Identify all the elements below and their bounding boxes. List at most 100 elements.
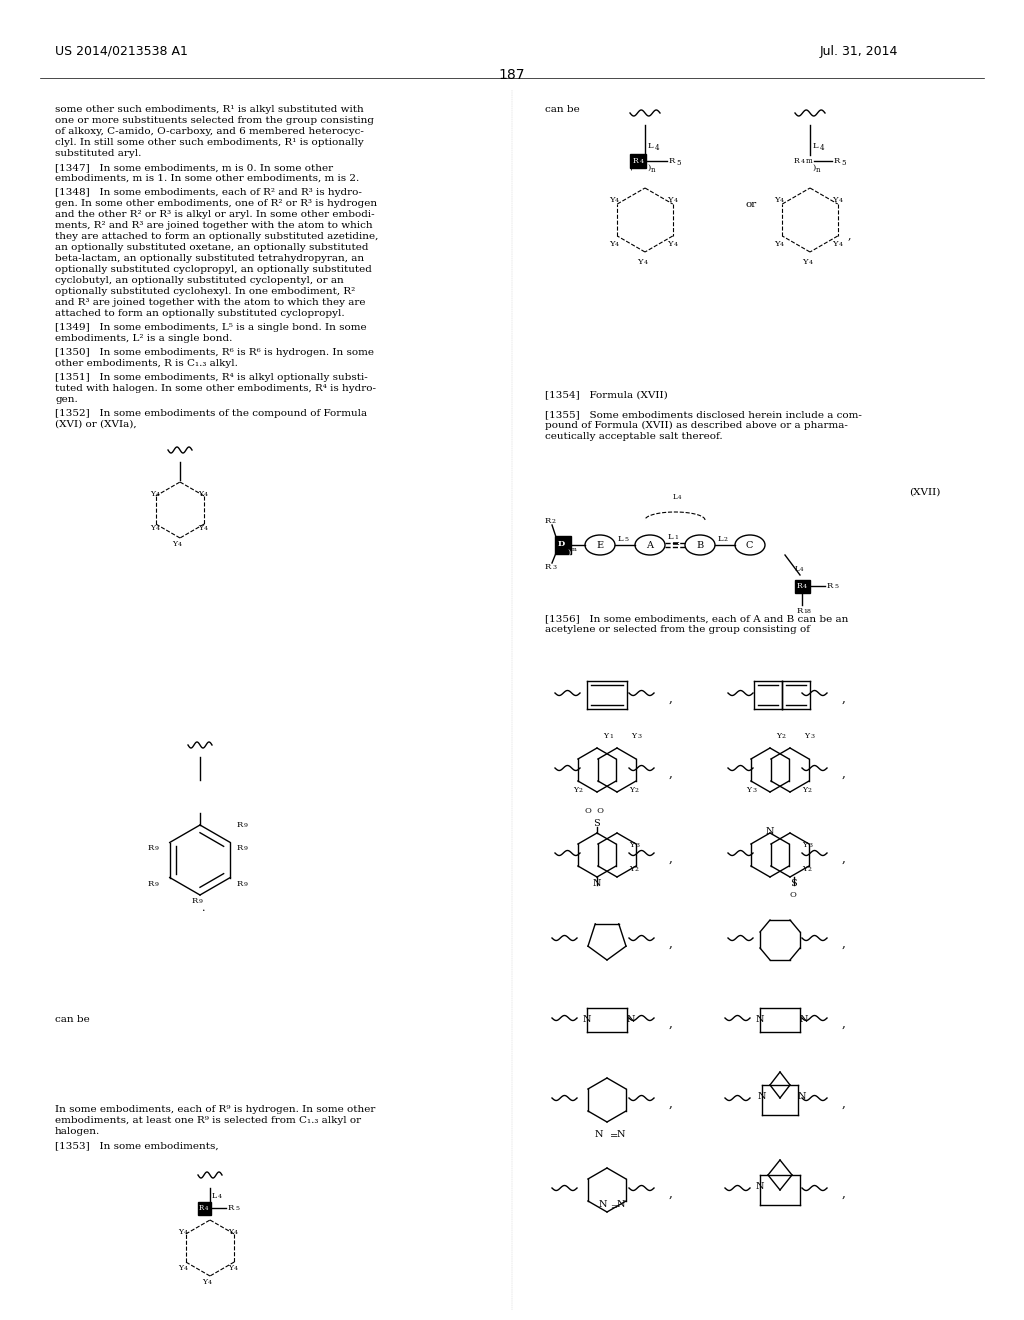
- Text: clyl. In still some other such embodiments, R¹ is optionally: clyl. In still some other such embodimen…: [55, 139, 364, 147]
- Text: R: R: [669, 157, 675, 165]
- Text: 4: 4: [780, 242, 784, 247]
- Text: ,: ,: [842, 1016, 846, 1030]
- Text: S: S: [593, 818, 600, 828]
- Text: and the other R² or R³ is alkyl or aryl. In some other embodi-: and the other R² or R³ is alkyl or aryl.…: [55, 210, 375, 219]
- Text: 18: 18: [803, 609, 811, 614]
- Text: 2: 2: [808, 788, 812, 793]
- Text: [1349]   In some embodiments, L⁵ is a single bond. In some: [1349] In some embodiments, L⁵ is a sing…: [55, 323, 367, 333]
- FancyBboxPatch shape: [630, 154, 646, 168]
- Text: beta-lactam, an optionally substituted tetrahydropyran, an: beta-lactam, an optionally substituted t…: [55, 253, 365, 263]
- Text: Y: Y: [637, 257, 643, 267]
- Text: O: O: [790, 891, 797, 899]
- Text: 3: 3: [552, 565, 556, 570]
- Text: N: N: [756, 1015, 765, 1024]
- Text: N: N: [595, 1130, 603, 1139]
- Text: 2: 2: [635, 788, 639, 793]
- Text: R: R: [237, 821, 244, 829]
- Text: [1347]   In some embodiments, m is 0. In some other: [1347] In some embodiments, m is 0. In s…: [55, 162, 333, 172]
- Text: ,: ,: [669, 937, 673, 950]
- Text: 4: 4: [234, 1266, 239, 1271]
- Text: 4: 4: [184, 1230, 188, 1236]
- Text: 2: 2: [782, 734, 786, 739]
- Text: L: L: [668, 533, 674, 541]
- Text: 9: 9: [199, 899, 203, 904]
- Text: 4: 4: [678, 495, 682, 500]
- Text: 4: 4: [640, 158, 644, 164]
- Text: ,: ,: [669, 1187, 673, 1200]
- Text: Y: Y: [774, 240, 779, 248]
- Text: 4: 4: [655, 144, 659, 152]
- Text: R: R: [633, 157, 639, 165]
- Text: 4: 4: [780, 198, 784, 203]
- Text: n: n: [816, 166, 820, 174]
- Text: 5: 5: [841, 158, 846, 168]
- Text: ,: ,: [842, 937, 846, 950]
- Text: 4: 4: [615, 242, 620, 247]
- Text: Jul. 31, 2014: Jul. 31, 2014: [820, 45, 898, 58]
- Text: embodiments, L² is a single bond.: embodiments, L² is a single bond.: [55, 334, 232, 343]
- Text: m: m: [571, 546, 577, 552]
- Text: Y: Y: [831, 195, 838, 205]
- Text: 2: 2: [635, 867, 639, 873]
- Text: N: N: [617, 1130, 626, 1139]
- Text: 9: 9: [155, 846, 159, 851]
- Text: N: N: [756, 1181, 765, 1191]
- Text: 2: 2: [579, 788, 583, 793]
- Text: 187: 187: [499, 69, 525, 82]
- Text: R: R: [545, 517, 551, 525]
- Text: 4: 4: [234, 1230, 239, 1236]
- Text: 5: 5: [676, 158, 681, 168]
- Text: Y: Y: [667, 195, 673, 205]
- Text: ): ): [812, 164, 815, 172]
- Text: Y: Y: [202, 1278, 207, 1286]
- Text: R: R: [794, 157, 800, 165]
- Text: [1354]   Formula (XVII): [1354] Formula (XVII): [545, 389, 668, 399]
- Text: ,: ,: [669, 692, 673, 705]
- Text: and R³ are joined together with the atom to which they are: and R³ are joined together with the atom…: [55, 298, 366, 308]
- Text: [1348]   In some embodiments, each of R² and R³ is hydro-: [1348] In some embodiments, each of R² a…: [55, 187, 361, 197]
- Text: can be: can be: [55, 1015, 90, 1024]
- Text: [1352]   In some embodiments of the compound of Formula: [1352] In some embodiments of the compou…: [55, 409, 368, 418]
- Text: 2: 2: [724, 537, 728, 543]
- Text: 4: 4: [156, 492, 160, 498]
- Text: an optionally substituted oxetane, an optionally substituted: an optionally substituted oxetane, an op…: [55, 243, 369, 252]
- Text: Y: Y: [802, 841, 807, 849]
- Text: 4: 4: [839, 242, 843, 247]
- Text: (XVI) or (XVIa),: (XVI) or (XVIa),: [55, 420, 136, 429]
- Text: 4: 4: [820, 144, 824, 152]
- Text: one or more substituents selected from the group consisting: one or more substituents selected from t…: [55, 116, 374, 125]
- Text: ,: ,: [842, 767, 846, 780]
- Text: C: C: [746, 541, 754, 550]
- Text: N: N: [766, 828, 774, 836]
- Text: 4: 4: [205, 1206, 209, 1210]
- Text: 4: 4: [803, 583, 807, 589]
- Text: L: L: [718, 535, 724, 543]
- Text: 9: 9: [244, 882, 248, 887]
- Text: R: R: [237, 879, 244, 887]
- Text: N: N: [617, 1200, 626, 1209]
- Text: N: N: [758, 1092, 767, 1101]
- Text: Y: Y: [667, 240, 673, 248]
- Text: Y: Y: [631, 733, 636, 741]
- Text: US 2014/0213538 A1: US 2014/0213538 A1: [55, 45, 187, 58]
- Text: Y: Y: [831, 240, 838, 248]
- Text: L: L: [648, 143, 653, 150]
- Text: =: =: [610, 1203, 617, 1210]
- Text: L: L: [673, 492, 678, 502]
- Text: other embodiments, R is C₁.₃ alkyl.: other embodiments, R is C₁.₃ alkyl.: [55, 359, 238, 368]
- Text: pound of Formula (XVII) as described above or a pharma-: pound of Formula (XVII) as described abo…: [545, 421, 848, 430]
- Text: embodiments, m is 1. In some other embodiments, m is 2.: embodiments, m is 1. In some other embod…: [55, 174, 359, 183]
- Text: 2: 2: [808, 867, 812, 873]
- Text: R: R: [199, 1204, 204, 1212]
- Text: 5: 5: [234, 1206, 239, 1210]
- Text: cyclobutyl, an optionally substituted cyclopentyl, or an: cyclobutyl, an optionally substituted cy…: [55, 276, 344, 285]
- Text: halogen.: halogen.: [55, 1127, 100, 1137]
- Text: 3: 3: [635, 843, 639, 847]
- Text: optionally substituted cyclopropyl, an optionally substituted: optionally substituted cyclopropyl, an o…: [55, 265, 372, 275]
- Text: 4: 4: [204, 492, 208, 498]
- Text: D: D: [558, 540, 565, 548]
- Text: substituted aryl.: substituted aryl.: [55, 149, 141, 158]
- Text: Y: Y: [198, 490, 203, 498]
- FancyBboxPatch shape: [795, 579, 810, 593]
- Text: Y: Y: [178, 1265, 183, 1272]
